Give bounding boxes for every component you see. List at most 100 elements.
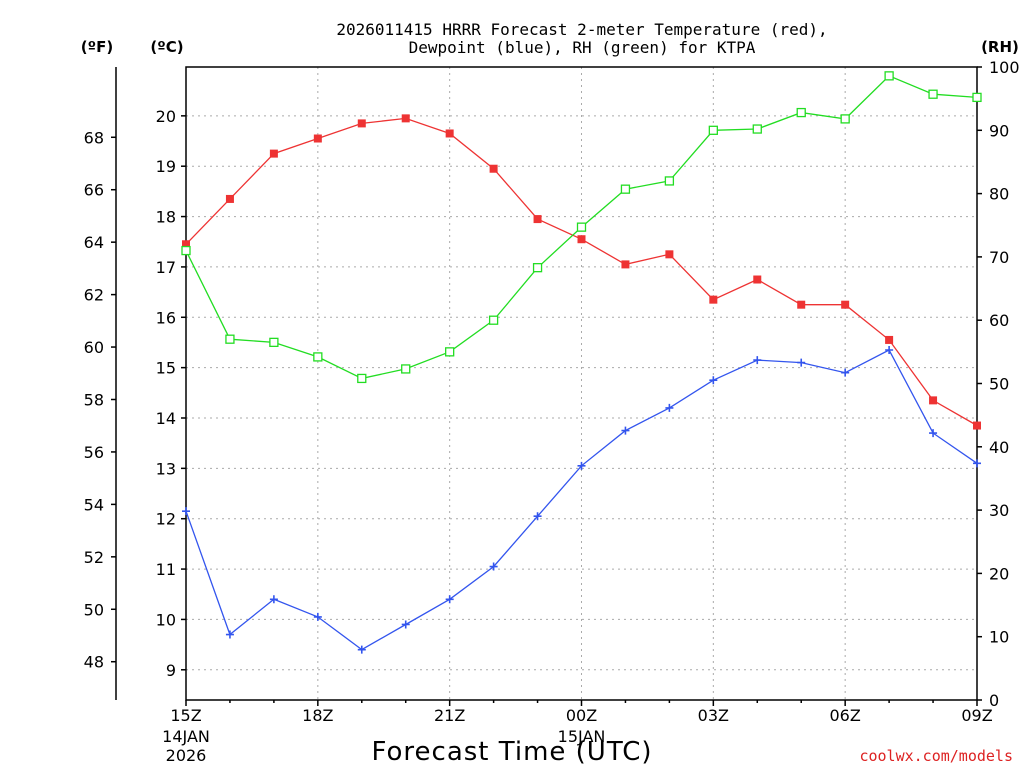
temperature-point (401, 114, 410, 123)
temperature-point (182, 240, 190, 249)
rh-point (357, 373, 367, 384)
f-tick-label: 52 (84, 548, 104, 567)
x-date-label: 14JAN (162, 727, 210, 746)
c-tick-label: 9 (166, 661, 176, 680)
c-tick-label: 12 (156, 510, 176, 529)
series-rh (181, 71, 982, 384)
data-series (181, 71, 982, 654)
temperature-point (313, 134, 322, 143)
temperature-point (841, 300, 850, 309)
plot-frame (185, 66, 978, 701)
f-tick-label: 48 (84, 653, 104, 672)
temperature-point (225, 194, 234, 203)
f-tick-label: 58 (84, 390, 104, 409)
temperature-point (445, 129, 454, 138)
celsius-axis-label: (ºC) (150, 38, 183, 56)
temperature-point (269, 149, 278, 158)
x-tick-label: 09Z (961, 706, 992, 725)
rh-tick-label: 90 (989, 121, 1009, 140)
c-tick-label: 20 (156, 107, 176, 126)
dewpoint-point (665, 403, 674, 412)
axes (111, 66, 982, 706)
c-tick-label: 10 (156, 610, 176, 629)
f-tick-label: 62 (84, 286, 104, 305)
x-date-label: 15JAN (558, 727, 606, 746)
dewpoint-point (709, 376, 718, 385)
rh-tick-label: 10 (989, 628, 1009, 647)
x-tick-label: 21Z (434, 706, 465, 725)
rh-point (796, 107, 806, 118)
dewpoint-point (577, 461, 586, 470)
rh-tick-label: 80 (989, 185, 1009, 204)
rh-point (576, 222, 587, 232)
dewpoint-point (533, 512, 542, 521)
dewpoint-point (973, 459, 981, 468)
dewpoint-point (841, 368, 850, 377)
x-tick-label: 06Z (830, 706, 861, 725)
temperature-point (357, 119, 366, 128)
temperature-point (797, 300, 806, 309)
temperature-point (753, 275, 762, 284)
dewpoint-point (182, 507, 190, 516)
rh-point (664, 176, 675, 186)
f-tick-label: 60 (84, 338, 104, 357)
x-tick-label: 15Z (170, 706, 201, 725)
chart-title-line2: Dewpoint (blue), RH (green) for KTPA (409, 38, 756, 57)
f-tick-label: 64 (84, 233, 104, 252)
temperature-point (665, 250, 674, 259)
rh-axis-label: (RH) (981, 38, 1019, 56)
rh-point (532, 263, 543, 273)
c-tick-label: 13 (156, 459, 176, 478)
x-tick-label: 18Z (302, 706, 333, 725)
c-tick-label: 14 (156, 409, 176, 428)
c-tick-label: 16 (156, 308, 176, 327)
temperature-point (621, 260, 630, 269)
dewpoint-point (313, 612, 322, 621)
rh-tick-label: 30 (989, 501, 1009, 520)
temperature-point (885, 335, 894, 344)
x-axis-title: Forecast Time (UTC) (371, 737, 652, 767)
rh-tick-label: 50 (989, 375, 1009, 394)
rh-point (928, 89, 938, 99)
gridlines (186, 67, 977, 700)
f-tick-label: 66 (84, 181, 104, 200)
dewpoint-point (445, 595, 454, 604)
dewpoint-point (621, 426, 630, 435)
rh-point (181, 245, 191, 256)
credit-text: coolwx.com/models (859, 747, 1013, 765)
rh-point (313, 352, 323, 362)
rh-point (840, 114, 850, 124)
rh-point (708, 125, 718, 135)
dewpoint-point (269, 595, 278, 604)
rh-point (972, 92, 982, 103)
series-temperature (182, 114, 981, 430)
rh-tick-label: 40 (989, 438, 1009, 457)
dewpoint-point (753, 356, 762, 365)
rh-point (225, 334, 235, 344)
rh-tick-label: 60 (989, 311, 1009, 330)
dewpoint-point (225, 630, 234, 639)
dewpoint-point (357, 645, 366, 654)
temperature-point (489, 164, 498, 173)
x-year-label: 2026 (166, 746, 207, 765)
rh-tick-label: 20 (989, 564, 1009, 583)
tick-labels: 48 50 52 54 56 58 60 62 64 66 68 9 10 11 12 13 14 15 16 17 1… (84, 58, 1020, 765)
rh-point (401, 364, 411, 374)
c-tick-label: 18 (156, 208, 176, 227)
c-tick-label: 19 (156, 157, 176, 176)
dewpoint-point (401, 620, 410, 629)
f-tick-label: 54 (84, 495, 104, 514)
rh-tick-label: 70 (989, 248, 1009, 267)
x-tick-label: 00Z (566, 706, 597, 725)
temperature-point (973, 421, 981, 430)
dewpoint-point (885, 346, 894, 355)
c-tick-label: 11 (156, 560, 176, 579)
temperature-point (929, 396, 938, 405)
f-tick-label: 68 (84, 128, 104, 147)
f-tick-label: 56 (84, 443, 104, 462)
chart-title-line1: 2026011415 HRRR Forecast 2-meter Tempera… (336, 20, 827, 39)
rh-point (620, 184, 631, 194)
rh-point (488, 315, 499, 325)
series-dewpoint (182, 346, 981, 654)
